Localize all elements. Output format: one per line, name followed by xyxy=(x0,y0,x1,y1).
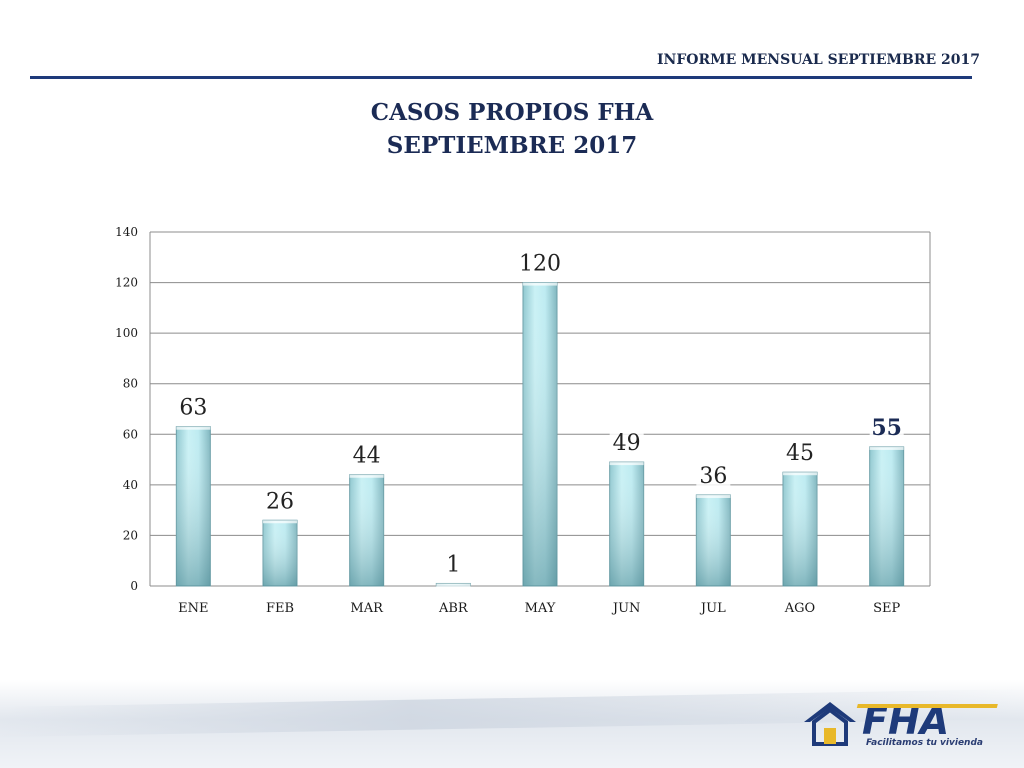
x-tick-label: AGO xyxy=(784,601,815,616)
data-label-bg xyxy=(263,488,297,515)
data-label-bg xyxy=(516,250,564,277)
y-tick-label: 80 xyxy=(123,377,138,391)
fha-logo: FHA xyxy=(804,699,998,746)
x-tick-label: MAR xyxy=(350,601,384,616)
bar-group xyxy=(349,474,385,587)
bar-shade xyxy=(783,472,817,586)
chart-subtitle: SEPTIEMBRE 2017 xyxy=(386,132,638,159)
data-label: 36 xyxy=(699,464,727,489)
bar-shade xyxy=(523,282,557,586)
fha-wordmark: FHA xyxy=(856,699,998,743)
bar-top-highlight xyxy=(783,472,817,476)
data-label-bg xyxy=(609,430,644,457)
bar-group xyxy=(435,582,471,587)
bar-top-highlight xyxy=(696,494,731,498)
data-label: 63 xyxy=(179,396,207,421)
data-label-bg xyxy=(696,462,731,489)
x-tick-label: SEP xyxy=(873,601,900,616)
bar-top-highlight xyxy=(436,583,471,587)
bar-group xyxy=(175,426,211,587)
x-tick-label: JUN xyxy=(611,601,641,616)
chart-title: CASOS PROPIOS FHA xyxy=(370,99,654,126)
bar-group xyxy=(522,282,558,587)
bar-top-highlight xyxy=(176,426,211,430)
header-divider xyxy=(30,76,972,79)
bar-group xyxy=(869,446,905,587)
report-header: INFORME MENSUAL SEPTIEMBRE 2017 xyxy=(656,52,980,68)
bar-shade xyxy=(696,494,731,586)
bar-group xyxy=(262,519,298,587)
bar-shade xyxy=(176,426,211,586)
bar-group xyxy=(782,471,818,587)
bar-top-highlight xyxy=(869,446,904,450)
bar-top-highlight xyxy=(523,282,557,286)
data-label-bg xyxy=(783,440,817,467)
y-tick-label: 140 xyxy=(115,225,138,239)
x-tick-label: MAY xyxy=(525,601,556,616)
y-tick-label: 20 xyxy=(123,528,138,542)
bar-group xyxy=(609,461,645,587)
x-tick-label: FEB xyxy=(266,601,294,616)
data-label: 120 xyxy=(519,252,561,277)
bar-top-highlight xyxy=(609,462,644,466)
y-tick-label: 40 xyxy=(123,478,138,492)
x-tick-label: ABR xyxy=(438,601,469,616)
y-tick-label: 100 xyxy=(115,326,138,340)
data-label-bg xyxy=(176,394,211,421)
data-label-bg xyxy=(442,551,464,578)
logo-tagline: Facilitamos tu vivienda xyxy=(866,738,983,748)
data-label: 1 xyxy=(446,552,460,577)
bar-top-highlight xyxy=(349,474,384,478)
bar-shade xyxy=(869,446,904,586)
x-tick-label: ENE xyxy=(178,601,208,616)
y-tick-label: 120 xyxy=(115,276,138,290)
house-icon xyxy=(804,702,856,746)
data-label: 55 xyxy=(871,415,902,441)
bar-shade xyxy=(349,474,384,586)
y-tick-label: 60 xyxy=(123,427,138,441)
data-label: 44 xyxy=(353,444,381,469)
data-label-bg xyxy=(869,414,904,441)
bar-shade xyxy=(609,462,644,586)
y-tick-label: 0 xyxy=(130,579,138,593)
chart-title-block: CASOS PROPIOS FHA SEPTIEMBRE 2017 xyxy=(0,96,1024,162)
data-label-bg xyxy=(349,442,384,469)
bar-top-highlight xyxy=(263,520,297,524)
data-label: 26 xyxy=(266,489,294,514)
x-tick-label: JUL xyxy=(699,601,726,616)
bar-shade xyxy=(263,520,297,586)
bar-group xyxy=(695,494,731,587)
data-label: 49 xyxy=(613,431,641,456)
data-label: 45 xyxy=(786,441,814,466)
footer-band xyxy=(0,680,1024,768)
